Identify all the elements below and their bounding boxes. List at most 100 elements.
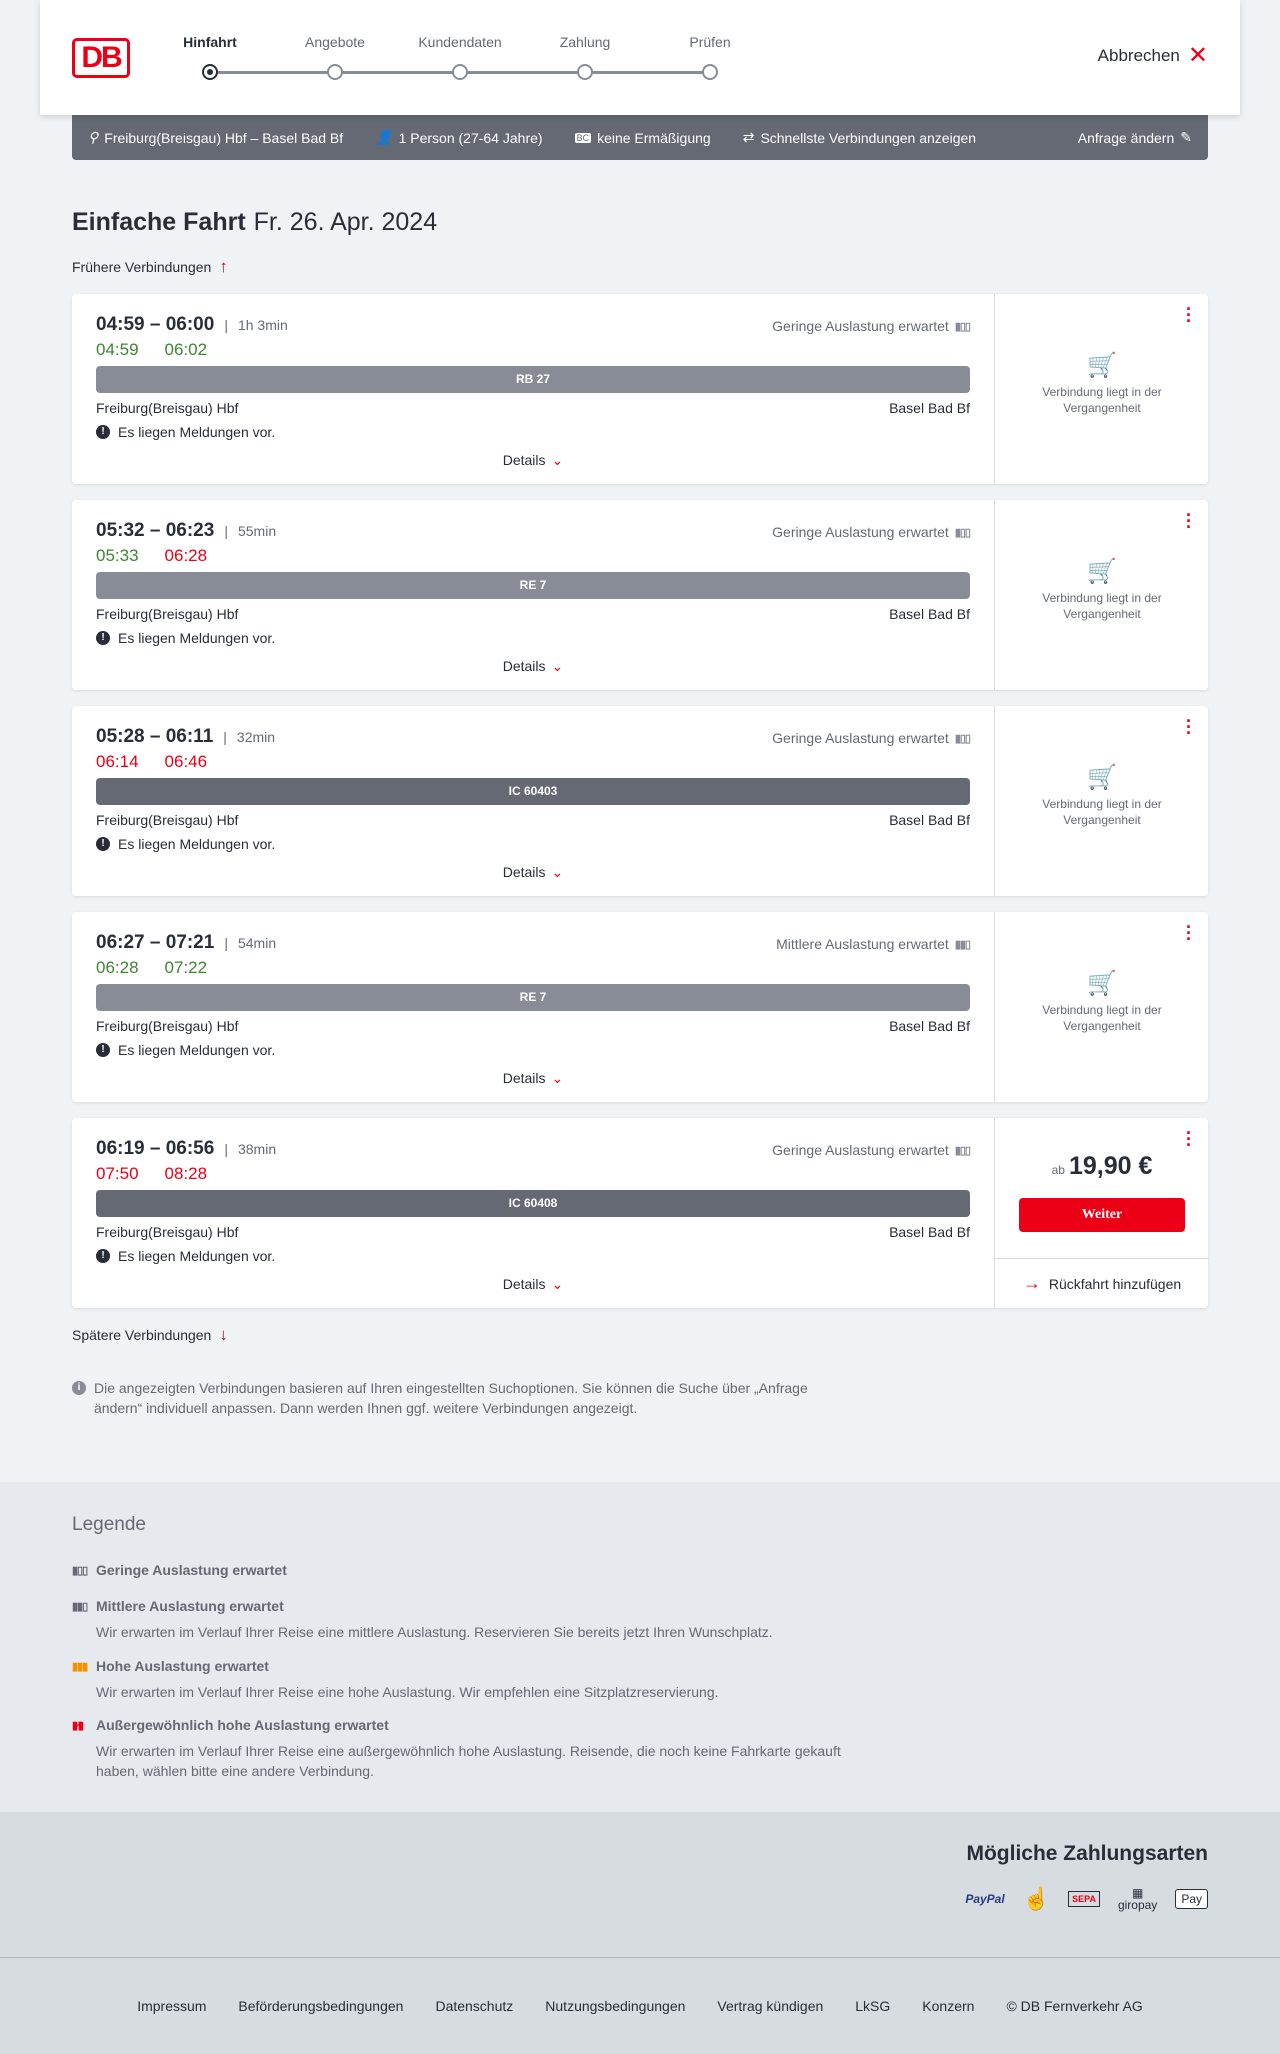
arrow-up-icon: ↑ (219, 257, 228, 276)
footer-link[interactable]: Vertrag kündigen (717, 1998, 824, 2014)
step-kundendaten[interactable]: Kundendaten (410, 34, 510, 80)
chevron-down-icon: ⌄ (551, 1070, 564, 1086)
price-value: 19,90 € (1068, 1152, 1153, 1180)
chevron-down-icon: ⌄ (551, 1276, 564, 1292)
step-label: Angebote (305, 34, 365, 50)
price: ab 19,90 € (995, 1152, 1209, 1181)
footer: Impressum Beförderungsbedingungen Datensch… (0, 1957, 1280, 2054)
legend-item-title: ▮▮▯ Mittlere Auslastung erwartet (72, 1598, 872, 1614)
connection-times: 06:19 – 06:56 | 38min (96, 1138, 276, 1160)
departure-station: Freiburg(Breisgau) Hbf (96, 606, 239, 622)
past-label: Verbindung liegt in der Vergangenheit (1042, 591, 1162, 621)
header: DB Hinfahrt Angebote Kundendaten Zahlung Prü… (40, 0, 1240, 115)
cancel-label: Abbrechen (1097, 46, 1180, 65)
earlier-connections-link[interactable]: Frühere Verbindungen ↑ (72, 257, 228, 276)
duration: 1h 3min (237, 317, 288, 333)
details-toggle[interactable]: Details ⌄ (96, 1276, 970, 1293)
more-options-icon[interactable]: · · · (1186, 917, 1192, 949)
details-label: Details (502, 452, 546, 468)
step-indicator (702, 64, 718, 80)
legend-title-text: Geringe Auslastung erwartet (96, 1562, 287, 1578)
more-options-icon[interactable]: · · · (1186, 711, 1192, 743)
train-bar[interactable]: RB 27 (96, 366, 970, 393)
realtime-departure: 05:33 (96, 546, 139, 565)
occupancy-info: Geringe Auslastung erwartet ▮▯▯ (772, 1142, 971, 1158)
train-bar[interactable]: IC 60408 (96, 1190, 970, 1217)
arrival-station: Basel Bad Bf (889, 812, 970, 828)
legend-item: ▮▯▯ Geringe Auslastung erwartet (72, 1562, 872, 1578)
occupancy-info: Geringe Auslastung erwartet ▮▯▯ (772, 730, 971, 746)
details-toggle[interactable]: Details ⌄ (96, 658, 970, 675)
separator: | (223, 729, 227, 745)
separator: | (224, 1141, 228, 1157)
arrival-station: Basel Bad Bf (889, 1224, 970, 1240)
continue-button[interactable]: Weiter (1019, 1198, 1185, 1232)
arrival-station: Basel Bad Bf (889, 400, 970, 416)
later-connections-link[interactable]: Spätere Verbindungen ↓ (72, 1325, 228, 1344)
chevron-down-icon: ⌄ (551, 658, 564, 674)
load-medium-icon: ▮▮▯ (72, 1600, 88, 1613)
edit-request-button[interactable]: Anfrage ändern ✎ (1077, 129, 1192, 146)
swap-icon: ⇄ (742, 129, 755, 145)
train-bar[interactable]: RE 7 (96, 572, 970, 599)
step-hinfahrt[interactable]: Hinfahrt (160, 34, 260, 80)
step-label: Zahlung (559, 34, 611, 50)
train-bar[interactable]: RE 7 (96, 984, 970, 1011)
chevron-down-icon: ⌄ (551, 452, 564, 468)
departure-station: Freiburg(Breisgau) Hbf (96, 400, 239, 416)
bahncard-icon: BC (574, 132, 592, 143)
train-bar[interactable]: IC 60403 (96, 778, 970, 805)
details-toggle[interactable]: Details ⌄ (96, 864, 970, 881)
route-info: ⚲ Freiburg(Breisgau) Hbf – Basel Bad Bf (88, 129, 344, 146)
legend-item: ▮▮▮ Hohe Auslastung erwartet Wir erwarten … (72, 1658, 872, 1702)
footer-link[interactable]: Beförderungsbedingungen (238, 1998, 404, 2014)
occupancy-info: Geringe Auslastung erwartet ▮▯▯ (772, 318, 971, 334)
separator: | (224, 935, 228, 951)
step-indicator (202, 64, 218, 80)
arrival-station: Basel Bad Bf (889, 1018, 970, 1034)
occupancy-icon: ▮▯▯ (954, 526, 971, 539)
offer-panel: · · · 🛒 Verbindung liegt in der Vergangenhei… (994, 294, 1208, 484)
more-options-icon[interactable]: · · · (1186, 505, 1192, 537)
cancel-button[interactable]: Abbrechen ✕ (1097, 42, 1208, 69)
connection-times: 05:32 – 06:23 | 55min (96, 520, 276, 542)
legend-item-description: Wir erwarten im Verlauf Ihrer Reise eine… (96, 1743, 841, 1779)
planned-times: 05:28 – 06:11 (96, 726, 214, 747)
footer-link[interactable]: Konzern (922, 1998, 975, 2014)
realtime-departure: 06:28 (96, 958, 139, 977)
close-icon: ✕ (1187, 42, 1208, 69)
past-connection-notice: 🛒 Verbindung liegt in der Vergangenheit (995, 354, 1209, 416)
add-return-trip-button[interactable]: → Rückfahrt hinzufügen (995, 1258, 1209, 1308)
details-toggle[interactable]: Details ⌄ (96, 452, 970, 469)
past-label: Verbindung liegt in der Vergangenheit (1042, 385, 1162, 415)
fastest-connections-link[interactable]: ⇄ Schnellste Verbindungen anzeigen (742, 129, 977, 146)
duration: 55min (237, 523, 277, 539)
connection-card: 06:19 – 06:56 | 38min Geringe Auslastung er… (72, 1118, 1209, 1308)
footer-link[interactable]: Impressum (137, 1998, 207, 2014)
offer-panel: · · · 🛒 Verbindung liegt in der Vergangenhei… (994, 912, 1208, 1102)
footer-link[interactable]: © DB Fernverkehr AG (1006, 1998, 1143, 2014)
db-logo[interactable]: DB (72, 38, 130, 78)
alert-icon: ! (96, 1249, 110, 1263)
footer-link[interactable]: Datenschutz (435, 1998, 514, 2014)
legend-title: Legende (72, 1514, 146, 1535)
realtime-departure: 07:50 (96, 1164, 139, 1183)
step-prüfen[interactable]: Prüfen (660, 34, 760, 80)
footer-link[interactable]: LkSG (855, 1998, 891, 2014)
legend-item-title: ▮⁄▮ Außergewöhnlich hohe Auslastung erwar… (72, 1717, 872, 1733)
more-options-icon[interactable]: · · · (1186, 299, 1192, 331)
details-toggle[interactable]: Details ⌄ (96, 1070, 970, 1087)
offer-panel: · · · 🛒 Verbindung liegt in der Vergangenhei… (994, 706, 1208, 896)
notice: ! Es liegen Meldungen vor. (96, 1042, 275, 1058)
duration: 38min (237, 1141, 277, 1157)
step-zahlung[interactable]: Zahlung (535, 34, 635, 80)
sepa-logo: SEPA (1068, 1891, 1100, 1907)
footer-link[interactable]: Nutzungsbedingungen (545, 1998, 686, 2014)
legend-item-title: ▮▮▮ Hohe Auslastung erwartet (72, 1658, 872, 1674)
step-label: Prüfen (689, 34, 731, 50)
step-angebote[interactable]: Angebote (285, 34, 385, 80)
more-options-icon[interactable]: · · · (1186, 1123, 1192, 1155)
past-connection-notice: 🛒 Verbindung liegt in der Vergangenheit (995, 972, 1209, 1034)
legend-title-text: Außergewöhnlich hohe Auslastung erwartet (96, 1717, 389, 1733)
occupancy-label: Geringe Auslastung erwartet (772, 730, 949, 746)
